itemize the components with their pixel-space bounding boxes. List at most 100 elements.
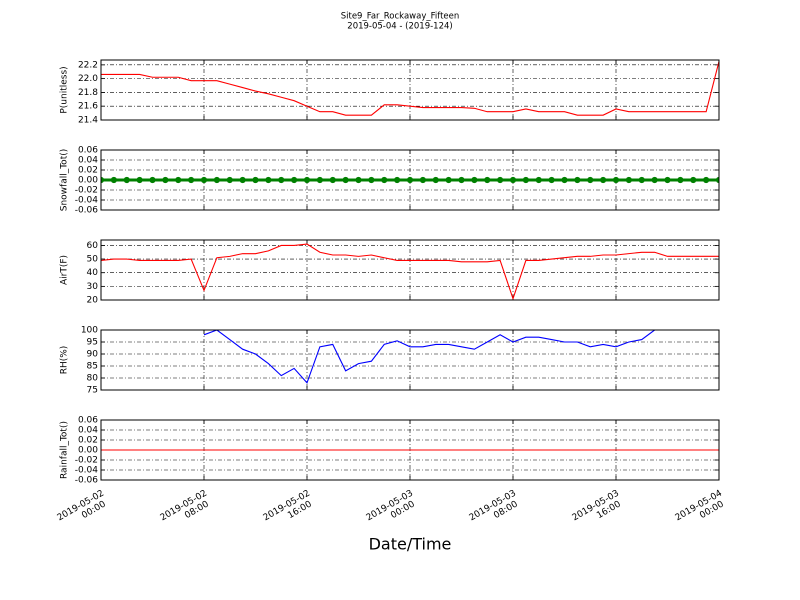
data-point	[303, 176, 311, 184]
data-point	[535, 176, 542, 184]
y-tick-label: 0.02	[78, 436, 98, 446]
data-point	[394, 176, 401, 184]
y-axis-label: Rainfall_Tot()	[60, 421, 70, 479]
y-tick-label: 50	[87, 255, 99, 265]
data-line	[203, 330, 655, 384]
data-point	[355, 176, 362, 184]
y-tick-label: 100	[81, 326, 98, 336]
data-point	[110, 176, 117, 184]
data-point	[213, 176, 220, 184]
plot-area	[101, 243, 719, 300]
y-axis-label: P(unitless)	[60, 66, 70, 113]
data-point	[497, 176, 504, 184]
data-point	[123, 176, 130, 184]
y-tick-label: 0.06	[78, 416, 98, 426]
axes-frame	[100, 149, 720, 211]
data-point	[664, 176, 671, 184]
data-point	[458, 176, 465, 184]
data-point	[175, 176, 182, 184]
y-tick-label: 0.04	[78, 156, 98, 166]
y-tick-label: 30	[87, 282, 99, 292]
data-point	[432, 176, 439, 184]
data-point	[342, 176, 349, 184]
axes-frame	[100, 239, 720, 301]
plot-area	[101, 176, 719, 184]
y-tick-label: 60	[87, 241, 99, 251]
plot-area	[101, 61, 719, 116]
data-point	[625, 176, 632, 184]
y-axis-label: RH(%)	[60, 346, 70, 375]
y-tick-label: 0.00	[78, 446, 98, 456]
data-point	[381, 176, 388, 184]
figure-subtitle: 2019-05-04 - (2019-124)	[347, 22, 452, 32]
data-point	[368, 176, 375, 184]
y-tick-label: 40	[87, 268, 99, 278]
data-point	[278, 176, 285, 184]
y-tick-label: 0.02	[78, 166, 98, 176]
y-tick-label: 21.8	[78, 88, 98, 98]
data-point	[509, 176, 517, 184]
data-point	[690, 176, 697, 184]
data-point	[522, 176, 529, 184]
data-point	[265, 176, 272, 184]
data-point	[587, 176, 594, 184]
y-tick-label: 21.6	[78, 102, 98, 112]
data-point	[149, 176, 156, 184]
y-tick-label: 90	[87, 350, 99, 360]
data-point	[316, 176, 323, 184]
data-point	[239, 176, 246, 184]
data-point	[200, 176, 208, 184]
data-point	[406, 176, 414, 184]
y-axis-label: Snowfall_Tot()	[60, 149, 70, 212]
y-tick-label: 75	[87, 386, 98, 396]
y-tick-label: -0.06	[75, 476, 99, 486]
y-tick-label: 22.0	[78, 74, 98, 84]
data-point	[252, 176, 259, 184]
data-point	[226, 176, 233, 184]
x-axis-label: Date/Time	[369, 535, 452, 554]
data-point	[471, 176, 478, 184]
figure-title: Site9_Far_Rockaway_Fifteen	[341, 12, 460, 22]
y-tick-label: -0.04	[75, 196, 99, 206]
data-point	[715, 176, 719, 184]
data-point	[136, 176, 143, 184]
data-point	[548, 176, 555, 184]
y-tick-label: -0.02	[75, 456, 98, 466]
axes-frame	[100, 59, 720, 121]
y-tick-label: 95	[87, 338, 98, 348]
data-point	[574, 176, 581, 184]
y-tick-label: -0.04	[75, 466, 99, 476]
data-point	[188, 176, 195, 184]
data-line	[101, 243, 719, 300]
y-tick-label: 20	[87, 296, 99, 306]
data-point	[291, 176, 298, 184]
y-tick-label: -0.06	[75, 206, 99, 216]
axes-frame	[100, 419, 720, 481]
data-point	[703, 176, 710, 184]
data-point	[162, 176, 169, 184]
data-point	[651, 176, 658, 184]
data-point	[561, 176, 568, 184]
y-tick-label: 85	[87, 362, 98, 372]
data-point	[600, 176, 607, 184]
data-point	[484, 176, 491, 184]
y-tick-label: 0.00	[78, 176, 98, 186]
y-tick-label: 0.04	[78, 426, 98, 436]
data-point	[638, 176, 645, 184]
data-point	[419, 176, 426, 184]
y-tick-label: 80	[87, 374, 99, 384]
y-tick-label: 22.2	[78, 60, 98, 70]
y-axis-label: AirT(F)	[60, 255, 70, 285]
data-point	[329, 176, 336, 184]
y-tick-label: -0.02	[75, 186, 98, 196]
y-tick-label: 21.4	[78, 116, 98, 126]
data-point	[612, 176, 620, 184]
data-line	[101, 61, 719, 116]
axes-frame	[100, 329, 720, 391]
data-point	[677, 176, 684, 184]
y-tick-label: 0.06	[78, 146, 98, 156]
data-point	[445, 176, 452, 184]
plot-area	[203, 330, 655, 384]
